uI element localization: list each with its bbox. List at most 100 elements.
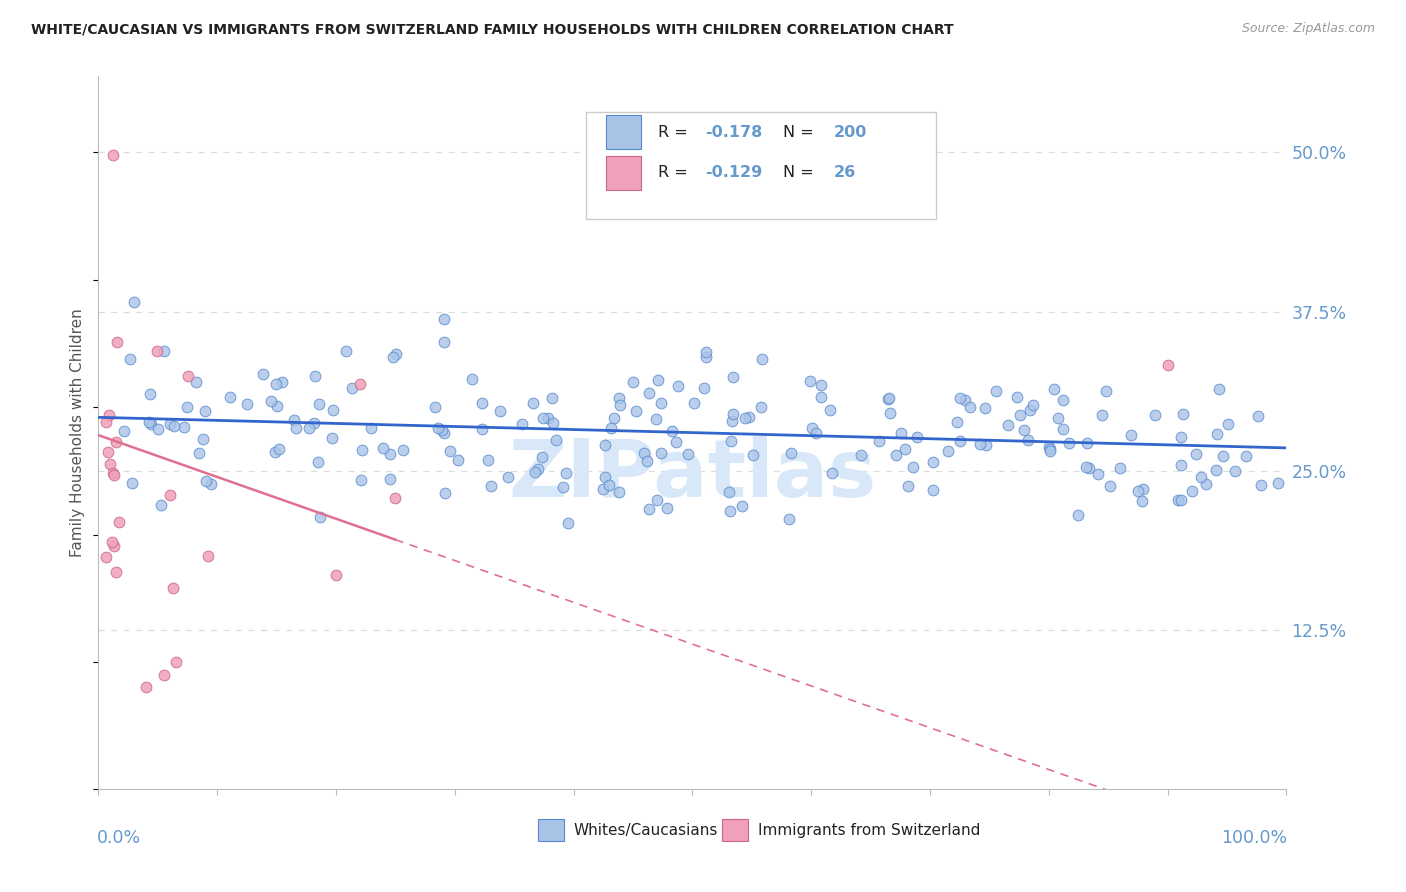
Point [650, 395, 672, 409]
Point [218, 390, 240, 404]
Point [285, 421, 308, 435]
Point [105, 434, 128, 449]
Point [946, 415, 969, 429]
Point [1005, 390, 1028, 404]
Point [191, 432, 214, 446]
Point [510, 417, 533, 432]
Point [1171, 407, 1194, 421]
Point [821, 467, 844, 481]
Text: 0.0%: 0.0% [97, 829, 142, 847]
Point [96, 549, 118, 564]
Point [163, 419, 186, 434]
Point [637, 385, 659, 400]
Point [543, 416, 565, 430]
Point [1246, 409, 1268, 424]
Point [876, 392, 898, 407]
Point [621, 375, 644, 389]
Point [1211, 449, 1233, 463]
Point [439, 444, 461, 458]
Point [901, 459, 924, 474]
Text: N =: N = [783, 165, 818, 180]
Point [479, 479, 502, 493]
Point [150, 499, 173, 513]
Point [959, 400, 981, 414]
Point [661, 424, 683, 438]
Text: ZIPatlas: ZIPatlas [509, 436, 876, 515]
Point [609, 398, 631, 412]
Point [1039, 442, 1062, 457]
Point [984, 384, 1007, 398]
Point [1128, 484, 1150, 499]
Point [592, 482, 614, 496]
Point [489, 404, 512, 418]
Point [176, 400, 198, 414]
Point [159, 488, 181, 502]
Point [124, 294, 146, 309]
Point [1109, 460, 1132, 475]
Point [1267, 475, 1289, 490]
Point [1043, 383, 1066, 397]
Point [693, 380, 716, 394]
Point [1189, 470, 1212, 484]
Point [173, 420, 195, 434]
Point [645, 493, 668, 508]
Point [447, 453, 470, 467]
Point [138, 415, 160, 429]
Point [1132, 482, 1154, 496]
Point [101, 467, 124, 481]
Y-axis label: Family Households with Children: Family Households with Children [70, 309, 86, 557]
Point [738, 410, 761, 425]
Point [665, 434, 688, 449]
Point [321, 431, 343, 445]
Point [263, 445, 285, 459]
Point [603, 411, 626, 425]
Point [537, 410, 560, 425]
Point [921, 455, 943, 469]
Point [1057, 436, 1080, 450]
Point [741, 448, 763, 462]
Point [593, 437, 616, 451]
Point [152, 667, 174, 681]
Point [527, 462, 550, 476]
Point [974, 401, 997, 415]
Point [496, 469, 519, 483]
Point [1038, 440, 1060, 454]
Point [804, 425, 827, 440]
Point [165, 655, 187, 669]
Point [849, 448, 872, 462]
Point [1119, 428, 1142, 442]
Point [392, 443, 415, 458]
Point [98, 458, 121, 472]
Point [1181, 484, 1204, 499]
Point [380, 447, 402, 461]
Point [385, 347, 408, 361]
FancyBboxPatch shape [606, 115, 641, 149]
Point [325, 567, 347, 582]
Point [953, 392, 976, 407]
Point [557, 516, 579, 530]
Text: -0.129: -0.129 [706, 165, 763, 180]
Point [350, 473, 373, 487]
Text: 100.0%: 100.0% [1222, 829, 1288, 847]
Point [1156, 358, 1178, 372]
Point [523, 465, 546, 479]
Point [302, 416, 325, 430]
Point [626, 404, 648, 418]
Point [1170, 492, 1192, 507]
Point [146, 422, 169, 436]
Point [598, 478, 620, 492]
Point [121, 475, 143, 490]
Text: R =: R = [658, 165, 693, 180]
Point [1076, 436, 1098, 450]
Text: N =: N = [783, 125, 818, 140]
Point [380, 472, 402, 486]
Point [260, 394, 283, 409]
Point [266, 399, 288, 413]
Point [1170, 430, 1192, 444]
Point [382, 350, 405, 364]
Point [1234, 449, 1257, 463]
Point [267, 442, 290, 456]
Point [433, 311, 456, 326]
Point [666, 379, 689, 393]
Point [636, 454, 658, 468]
